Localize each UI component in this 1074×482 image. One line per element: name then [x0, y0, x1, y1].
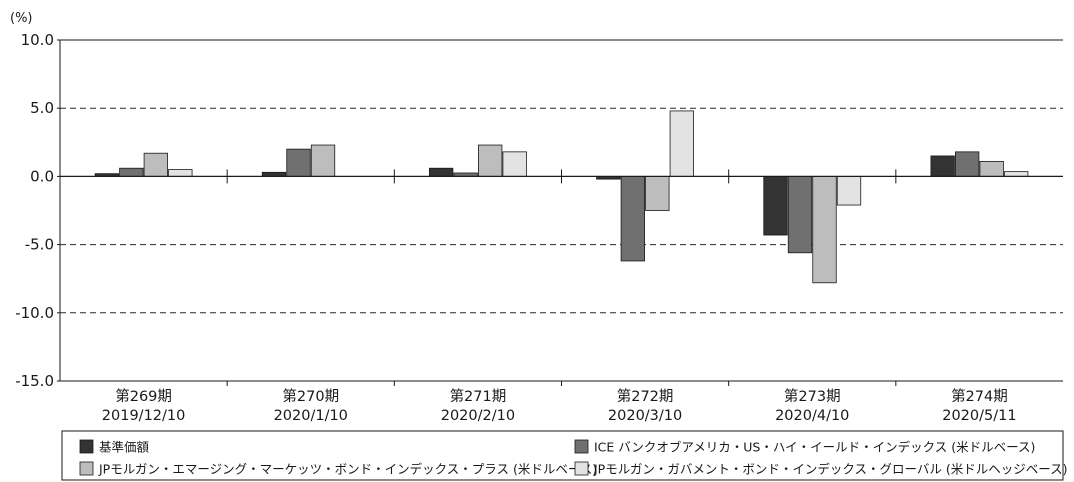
y-tick-label: 10.0	[21, 31, 54, 49]
x-category-date-label: 2019/12/10	[102, 408, 186, 424]
x-category-date-label: 2020/2/10	[441, 408, 515, 424]
bar	[286, 148, 311, 177]
bar	[143, 152, 168, 177]
y-tick-label: -5.0	[25, 236, 54, 254]
x-category-period-label: 第273期	[784, 387, 841, 405]
x-category-date-label: 2020/1/10	[274, 408, 348, 424]
x-category-date-label: 2020/3/10	[608, 408, 682, 424]
bar	[1004, 171, 1029, 177]
bar	[763, 175, 788, 236]
bar	[645, 175, 670, 211]
bar	[930, 155, 955, 177]
x-category-period-label: 第274期	[951, 387, 1008, 405]
y-tick-label: -10.0	[15, 304, 54, 322]
bar	[979, 160, 1004, 177]
grid-layer	[60, 107, 1063, 314]
legend-label: ICE バンクオブアメリカ・US・ハイ・イールド・インデックス (米ドルベース)	[594, 440, 1035, 455]
y-axis-unit-label: (%)	[10, 11, 33, 26]
bar	[119, 167, 144, 177]
bar	[812, 175, 837, 284]
y-tick-label: -15.0	[15, 372, 54, 390]
x-category-period-label: 第272期	[617, 387, 674, 405]
x-category-period-label: 第271期	[450, 387, 507, 405]
bar	[787, 175, 813, 254]
x-category-date-label: 2020/5/11	[942, 408, 1016, 424]
y-tick-label: 0.0	[30, 167, 54, 185]
bar	[429, 167, 454, 177]
bar	[261, 171, 287, 177]
y-tick-label: 5.0	[30, 99, 54, 117]
axis-layer	[57, 39, 1063, 386]
labels-layer: 10.0 5.0 0.0 -5.0 -10.0 -15.0 第269期 2019/12/10 第…	[15, 31, 1016, 424]
x-category-period-label: 第269期	[115, 387, 172, 405]
bar	[836, 175, 862, 206]
bar	[955, 151, 980, 177]
bar	[669, 110, 694, 177]
legend-label: 基準価額	[99, 440, 150, 455]
bar	[478, 144, 503, 177]
legend-swatch	[79, 439, 94, 454]
x-category-period-label: 第270期	[282, 387, 339, 405]
legend-box	[61, 430, 1064, 481]
legend-swatch	[79, 461, 94, 476]
legend: 基準価額 ICE バンクオブアメリカ・US・ハイ・イールド・インデックス (米ドル…	[61, 430, 1067, 481]
bar	[310, 144, 336, 177]
bar	[620, 175, 645, 262]
legend-swatch	[574, 461, 589, 476]
x-category-date-label: 2020/4/10	[775, 408, 849, 424]
bars-layer	[94, 110, 1029, 284]
legend-label: JPモルガン・ガバメント・ボンド・インデックス・グローバル (米ドルヘッジベース…	[593, 462, 1067, 477]
bar	[168, 169, 193, 177]
legend-label: JPモルガン・エマージング・マーケッツ・ボンド・インデックス・プラス (米ドルベ…	[98, 462, 597, 477]
legend-swatch	[574, 439, 589, 454]
bar	[502, 151, 527, 177]
